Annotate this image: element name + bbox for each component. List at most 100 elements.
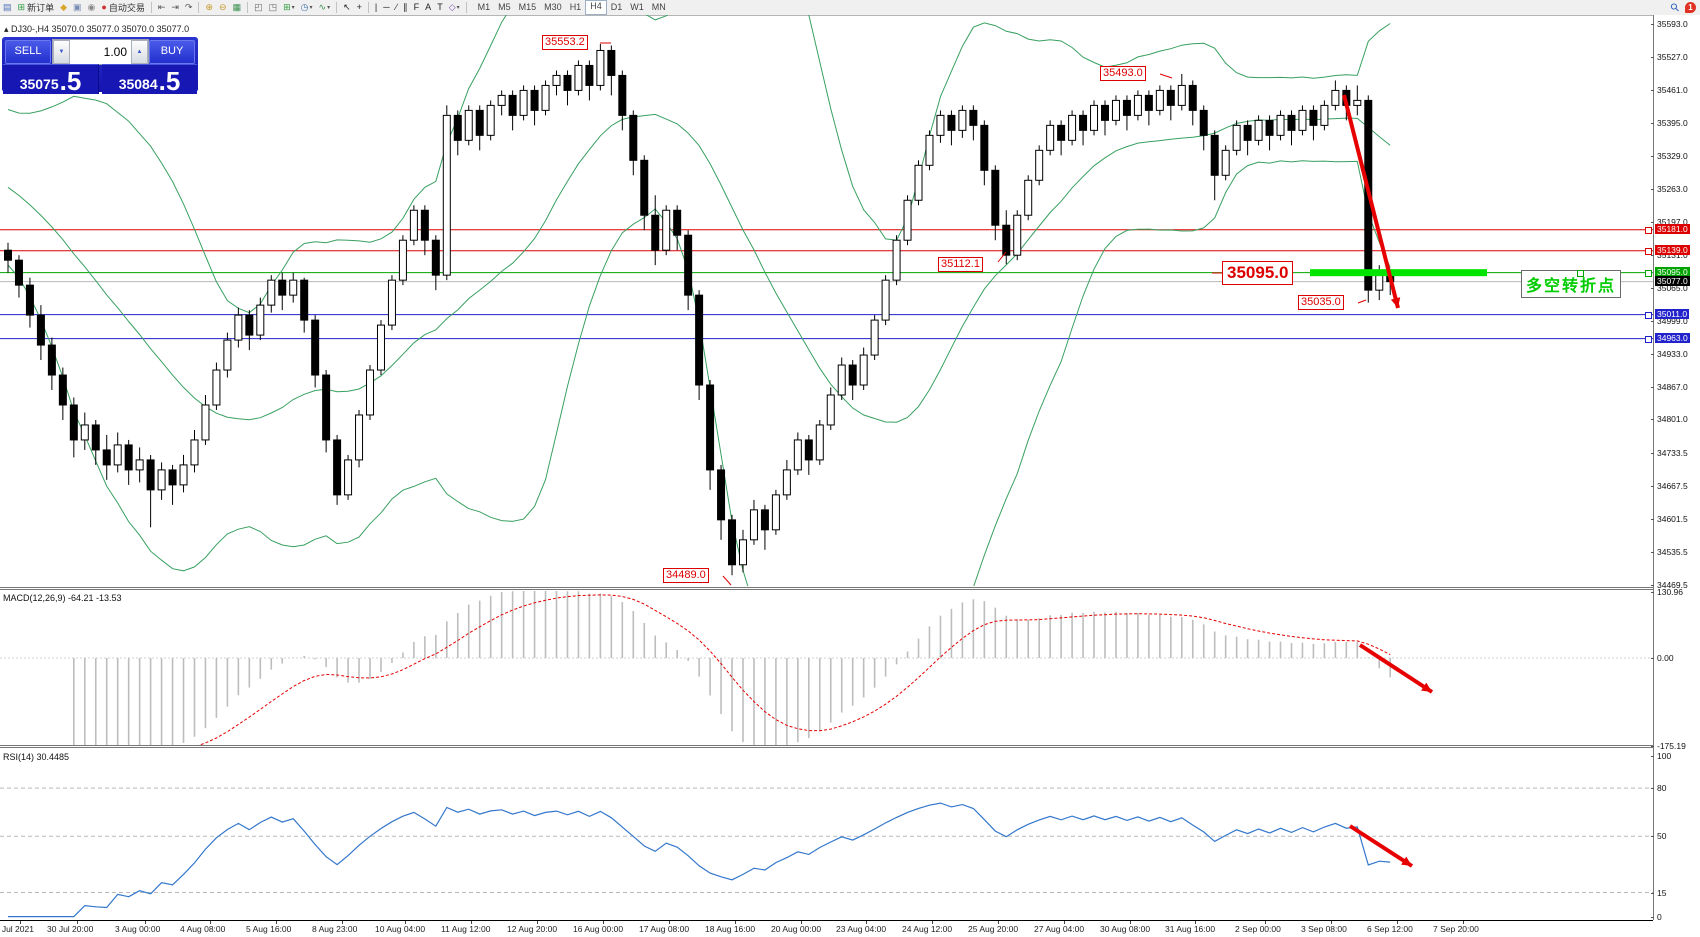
buy-button[interactable]: BUY bbox=[149, 40, 195, 64]
timeframe-h4[interactable]: H4 bbox=[585, 0, 607, 15]
crosshair-tool-icon[interactable]: + bbox=[354, 1, 365, 14]
price-axis-tick-mark bbox=[1651, 56, 1654, 58]
price-axis[interactable]: 35593.0 35527.0 35461.0 35395.0 35329.0 35263… bbox=[1651, 15, 1700, 922]
notifications-radio-icon[interactable]: ◉ bbox=[85, 1, 99, 14]
price-axis-tick: 34469.5 bbox=[1657, 579, 1688, 590]
price-axis-tick: 34999.0 bbox=[1657, 315, 1688, 326]
channel-tool-icon[interactable]: ∥ bbox=[400, 1, 411, 14]
new-chart-button-dropdown-icon[interactable]: ▾ bbox=[291, 5, 295, 11]
time-axis-tick-mark bbox=[145, 921, 146, 924]
timeframe-d1[interactable]: D1 bbox=[610, 2, 623, 12]
market-watch-icon[interactable]: ▤ bbox=[0, 1, 15, 14]
new-order-glyph: ⊞ bbox=[17, 2, 26, 12]
time-axis-tick-mark bbox=[471, 921, 472, 924]
indicators-list-button-dropdown-icon[interactable]: ▾ bbox=[327, 5, 331, 11]
chart-shift-end-icon[interactable]: ⇥ bbox=[168, 1, 182, 14]
rsi-line bbox=[8, 802, 1391, 918]
price-axis-tick: 35065.0 bbox=[1657, 282, 1688, 293]
label-tool-icon[interactable]: T bbox=[434, 1, 446, 14]
zoom-in-icon[interactable]: ⊕ bbox=[202, 1, 216, 14]
styles-bucket-icon[interactable]: ◆ bbox=[57, 1, 70, 14]
macd-chart-canvas[interactable] bbox=[0, 591, 1653, 745]
time-axis-tick-mark bbox=[866, 921, 867, 924]
volume-decrease-button[interactable]: ▼ bbox=[53, 40, 70, 64]
buy-price[interactable]: 35084 .5 bbox=[102, 64, 197, 94]
pane-separator-1b bbox=[0, 589, 1653, 590]
new-chart-button[interactable]: ⊞ ▾ bbox=[280, 1, 298, 14]
volume-input[interactable] bbox=[70, 40, 131, 64]
red-arrow[interactable] bbox=[1348, 824, 1414, 868]
price-axis-tick: 34867.0 bbox=[1657, 381, 1688, 392]
notifications-radio-icon-glyph: ◉ bbox=[87, 2, 96, 12]
indicators-list-button[interactable]: ∿ ▾ bbox=[316, 1, 334, 14]
shapes-tool-button-dropdown-icon[interactable]: ▾ bbox=[456, 5, 460, 11]
autotrading-glyph: ● bbox=[101, 2, 107, 12]
horizontal-line-tool-icon[interactable]: ─ bbox=[380, 1, 392, 14]
green-highlight-bar[interactable] bbox=[1310, 269, 1487, 277]
vertical-line-tool-icon[interactable]: | bbox=[372, 1, 380, 14]
time-axis[interactable]: 29 Jul 2021 30 Jul 20:00 3 Aug 00:00 4 Aug … bbox=[0, 920, 1653, 937]
time-axis-tick-mark bbox=[735, 921, 736, 924]
time-axis-label: 27 Aug 04:00 bbox=[1034, 924, 1085, 934]
price-axis-tick: 35197.0 bbox=[1657, 216, 1688, 227]
red-arrow[interactable] bbox=[1342, 94, 1400, 309]
fibonacci-tool-icon[interactable]: F bbox=[411, 1, 423, 14]
panel-collapse-icon[interactable]: ▴ bbox=[4, 24, 9, 34]
time-axis-label: 30 Aug 08:00 bbox=[1100, 924, 1151, 934]
time-axis-tick-mark bbox=[1064, 921, 1065, 924]
timeframe-mn[interactable]: MN bbox=[651, 2, 666, 12]
chart-shift-end-icon-glyph: ⇥ bbox=[171, 2, 179, 12]
new-order-button[interactable]: ⊞ 新订单 bbox=[15, 1, 58, 14]
red-arrow[interactable] bbox=[1358, 643, 1434, 694]
price-chart-canvas[interactable] bbox=[0, 15, 1653, 586]
volume-increase-button[interactable]: ▲ bbox=[131, 40, 148, 64]
auto-scroll-icon[interactable]: ↷ bbox=[182, 1, 196, 14]
price-axis-tick-mark bbox=[1651, 386, 1654, 388]
accounts-card-icon[interactable]: ▣ bbox=[70, 1, 85, 14]
timeframe-w1[interactable]: W1 bbox=[630, 2, 644, 12]
tile-windows-icon-glyph: ▦ bbox=[232, 2, 242, 12]
timeframe-m15[interactable]: M15 bbox=[518, 2, 537, 12]
time-axis-label: 3 Aug 00:00 bbox=[115, 924, 161, 934]
pane-separator-1[interactable] bbox=[0, 587, 1653, 588]
price-axis-tick-mark bbox=[1651, 89, 1654, 91]
rsi-axis-tick-mark bbox=[1651, 916, 1654, 918]
chart-shift-icon[interactable]: ⇤ bbox=[155, 1, 169, 14]
autotrading-button[interactable]: ● 自动交易 bbox=[98, 1, 147, 14]
search-icon[interactable]: ⚲ bbox=[1668, 0, 1683, 15]
time-axis-label: 25 Aug 20:00 bbox=[968, 924, 1019, 934]
shapes-tool-glyph: ◇ bbox=[448, 2, 456, 12]
price-axis-tick: 34933.0 bbox=[1657, 348, 1688, 359]
sell-price[interactable]: 35075 .5 bbox=[3, 64, 99, 94]
timeframe-m5[interactable]: M5 bbox=[498, 2, 511, 12]
one-click-trading-panel: SELL ▼ ▲ BUY 35075 .5 35084 .5 bbox=[2, 37, 198, 94]
strategy-tester-icon-glyph: ◰ bbox=[254, 2, 263, 12]
profiles-clock-button[interactable]: ◷ ▾ bbox=[298, 1, 316, 14]
sell-button[interactable]: SELL bbox=[5, 40, 51, 64]
text-tool-icon[interactable]: A bbox=[422, 1, 434, 14]
rsi-axis-tick-mark bbox=[1651, 836, 1654, 838]
price-axis-tick-mark bbox=[1651, 287, 1654, 289]
timeframe-m1[interactable]: M1 bbox=[477, 2, 491, 12]
price-axis-tick-mark bbox=[1651, 320, 1654, 322]
cursor-tool-icon[interactable]: ↖ bbox=[340, 1, 354, 14]
trendline-tool-icon-glyph: ∕ bbox=[395, 2, 398, 12]
pane-separator-2[interactable] bbox=[0, 745, 1653, 746]
trendline-tool-icon[interactable]: ∕ bbox=[393, 1, 401, 14]
notification-badge[interactable]: 1 bbox=[1685, 2, 1696, 13]
timeframe-m30[interactable]: M30 bbox=[544, 2, 562, 12]
market-watch-icon-glyph: ▤ bbox=[3, 2, 12, 12]
zoom-out-icon[interactable]: ⊖ bbox=[216, 1, 230, 14]
profiles-clock-button-dropdown-icon[interactable]: ▾ bbox=[309, 5, 313, 11]
timeframe-h1[interactable]: H1 bbox=[569, 2, 582, 12]
data-window-icon[interactable]: ◳ bbox=[266, 1, 281, 14]
macd-signal-line bbox=[197, 594, 1391, 745]
shapes-tool-button[interactable]: ◇ ▾ bbox=[446, 1, 463, 14]
strategy-tester-icon[interactable]: ◰ bbox=[251, 1, 266, 14]
rsi-chart-canvas[interactable] bbox=[0, 749, 1653, 919]
time-axis-tick-mark bbox=[1331, 921, 1332, 924]
price-axis-tick: 35263.0 bbox=[1657, 183, 1688, 194]
price-axis-tick-mark bbox=[1651, 552, 1654, 554]
price-axis-tick-mark bbox=[1651, 221, 1654, 223]
tile-windows-icon[interactable]: ▦ bbox=[230, 1, 245, 14]
